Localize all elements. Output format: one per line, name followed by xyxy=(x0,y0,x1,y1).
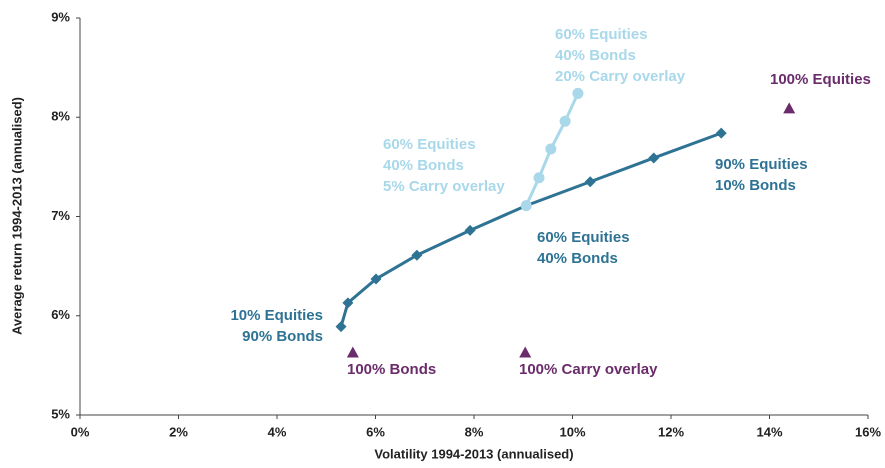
annotation: 40% Bonds xyxy=(555,47,636,64)
y-tick-label: 5% xyxy=(51,406,70,421)
annotation: 90% Bonds xyxy=(242,328,323,345)
circle-marker xyxy=(545,143,557,155)
annotation: 10% Equities xyxy=(230,307,323,324)
x-tick-label: 14% xyxy=(756,424,782,439)
x-tick-label: 6% xyxy=(366,424,385,439)
diamond-marker xyxy=(370,273,382,285)
diamond-marker xyxy=(411,249,423,261)
annotation: 20% Carry overlay xyxy=(555,68,686,85)
diamond-marker xyxy=(648,152,660,164)
annotation: 60% Equities xyxy=(537,229,630,246)
y-tick-label: 6% xyxy=(51,307,70,322)
x-tick-label: 10% xyxy=(559,424,585,439)
x-tick-label: 8% xyxy=(465,424,484,439)
x-tick-label: 4% xyxy=(268,424,287,439)
circle-marker xyxy=(520,200,532,212)
annotation: 60% Equities xyxy=(383,136,476,153)
circle-marker xyxy=(559,115,571,127)
triangle-marker xyxy=(519,346,532,358)
point-label: 100% Bonds xyxy=(347,361,436,378)
y-tick-label: 7% xyxy=(51,208,70,223)
annotation: 60% Equities xyxy=(555,26,648,43)
annotation: 40% Bonds xyxy=(383,157,464,174)
y-tick-label: 8% xyxy=(51,109,70,124)
x-tick-label: 16% xyxy=(855,424,881,439)
annotation: 40% Bonds xyxy=(537,250,618,267)
x-tick-label: 0% xyxy=(71,424,90,439)
diamond-marker xyxy=(584,176,596,188)
y-tick-label: 9% xyxy=(51,9,70,24)
x-tick-label: 2% xyxy=(169,424,188,439)
circle-marker xyxy=(572,87,584,99)
diamond-marker xyxy=(342,297,354,309)
diamond-marker xyxy=(715,127,727,139)
y-axis-title: Average return 1994-2013 (annualised) xyxy=(9,97,24,335)
x-tick-label: 12% xyxy=(658,424,684,439)
point-label: 100% Carry overlay xyxy=(519,361,658,378)
diamond-marker xyxy=(464,224,476,236)
triangle-marker xyxy=(346,346,359,358)
annotation: 5% Carry overlay xyxy=(383,178,505,195)
annotation: 90% Equities xyxy=(715,156,808,173)
x-axis-title: Volatility 1994-2013 (annualised) xyxy=(374,446,573,461)
circle-marker xyxy=(533,172,545,184)
point-label: 100% Equities xyxy=(770,71,871,88)
triangle-marker xyxy=(783,102,796,114)
diamond-marker xyxy=(335,321,347,333)
annotation: 10% Bonds xyxy=(715,177,796,194)
